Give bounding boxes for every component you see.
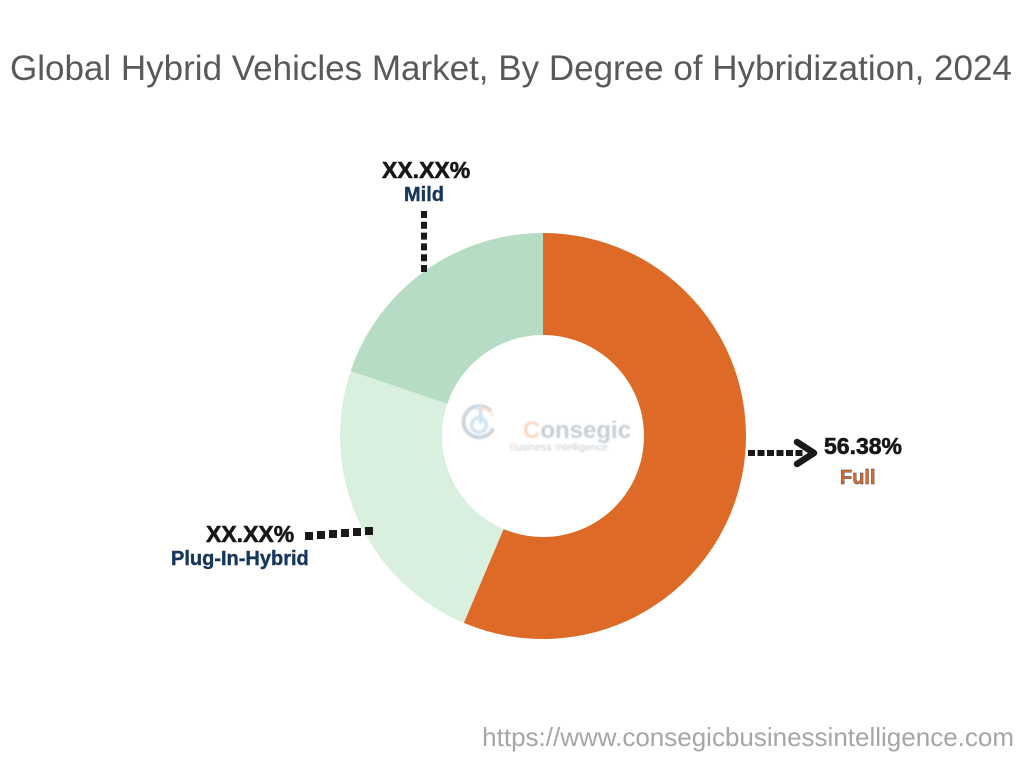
svg-text:Business Intelligence: Business Intelligence xyxy=(509,442,608,454)
svg-text:Consegic: Consegic xyxy=(523,417,631,444)
